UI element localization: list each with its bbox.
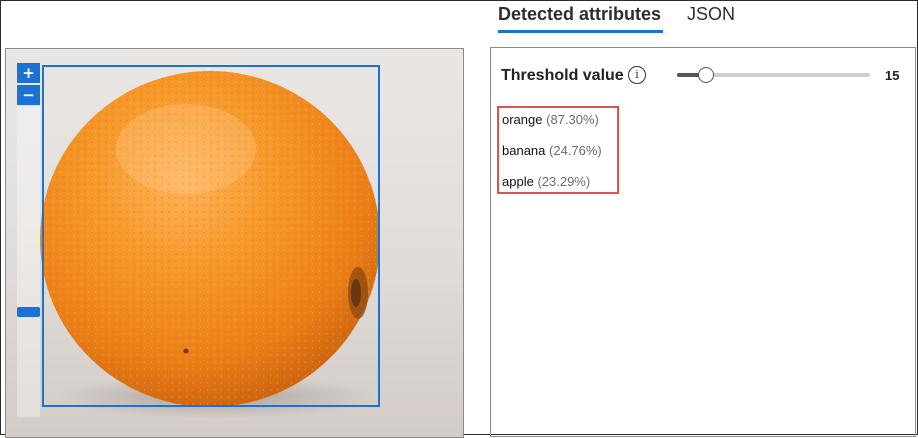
attributes-panel: Threshold value i 15 orange (87.30%) ban…	[490, 47, 916, 437]
image-viewer[interactable]: + −	[5, 48, 464, 438]
threshold-slider-fill	[677, 73, 706, 77]
threshold-slider[interactable]	[677, 67, 870, 83]
threshold-slider-thumb[interactable]	[697, 67, 714, 83]
attribute-confidence: (23.29%)	[537, 174, 591, 189]
threshold-value: 15	[885, 68, 900, 83]
zoom-slider-handle[interactable]	[17, 307, 40, 317]
attribute-name: orange	[502, 112, 543, 127]
tab-json[interactable]: JSON	[687, 4, 736, 24]
attribute-confidence: (87.30%)	[546, 112, 599, 127]
attribute-item: orange (87.30%)	[502, 112, 602, 143]
attributes-highlight-box	[497, 106, 619, 194]
threshold-label: Threshold value	[501, 67, 624, 84]
attribute-name: apple	[502, 174, 534, 189]
zoom-in-button[interactable]: +	[17, 63, 40, 83]
attribute-list: orange (87.30%) banana (24.76%) apple (2…	[502, 112, 602, 205]
zoom-track[interactable]	[17, 107, 40, 417]
tab-bar: Detected attributes JSON	[498, 0, 735, 36]
tab-detected-attributes[interactable]: Detected attributes	[498, 0, 664, 33]
attribute-confidence: (24.76%)	[549, 143, 602, 158]
info-icon[interactable]: i	[628, 66, 646, 84]
zoom-out-button[interactable]: −	[17, 85, 40, 105]
orange-image	[40, 71, 380, 419]
detection-bounding-box	[42, 65, 380, 407]
attribute-name: banana	[502, 143, 546, 158]
attribute-item: banana (24.76%)	[502, 143, 602, 174]
attribute-item: apple (23.29%)	[502, 174, 602, 205]
